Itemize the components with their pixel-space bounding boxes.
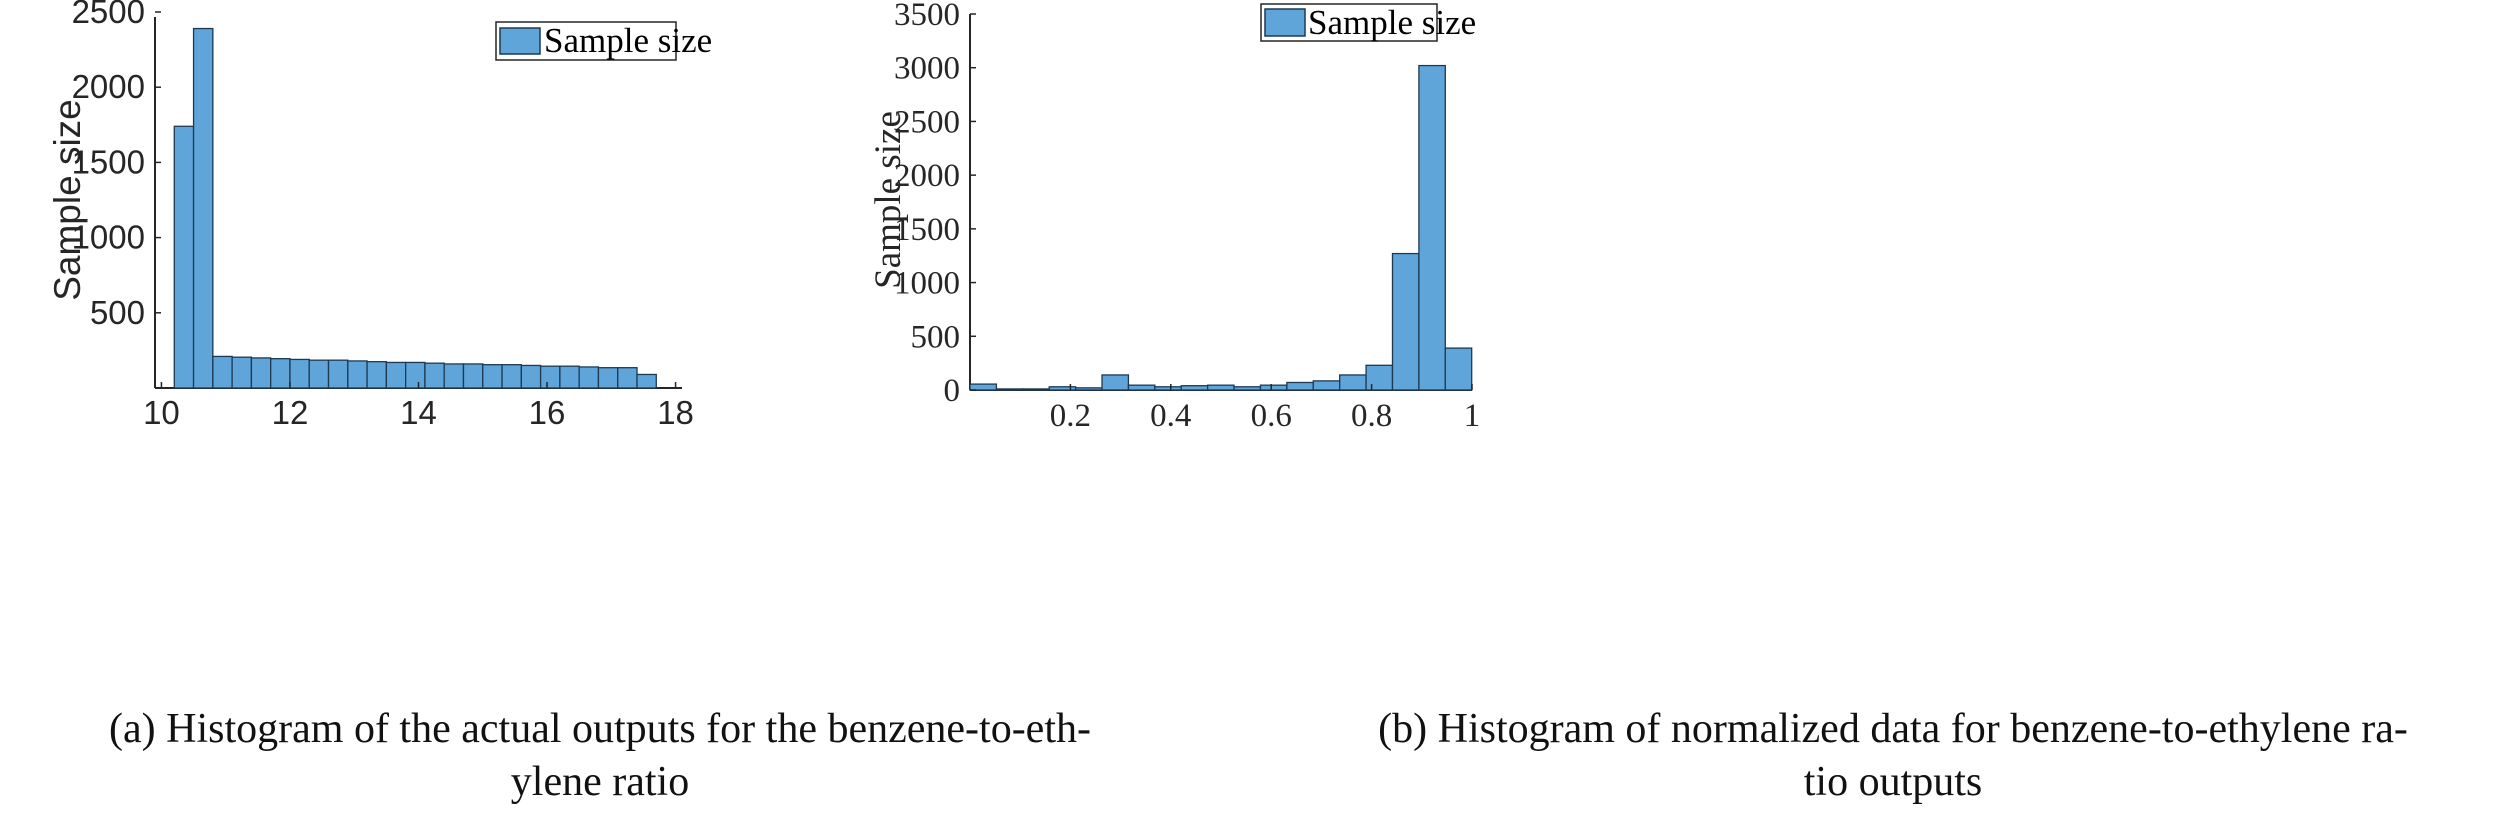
chart-b-bar bbox=[1127, 384, 1156, 391]
chart-a-bar bbox=[289, 358, 310, 389]
chart-a-bar bbox=[231, 356, 253, 389]
chart-a-x-tick-label: 10 bbox=[143, 394, 180, 431]
caption-b-line-2: tio outputs bbox=[1803, 759, 1983, 805]
chart-a-bar bbox=[347, 360, 368, 389]
chart-b-bar bbox=[1259, 384, 1288, 391]
chart-b-x-tick-label: 0.2 bbox=[1050, 398, 1091, 434]
chart-a-x-tick-label: 12 bbox=[272, 394, 309, 431]
chart-b-bar bbox=[1048, 386, 1077, 391]
chart-b-y-ticks: 0 500 1000 1500 2000 2500 3000 3500 bbox=[894, 0, 976, 409]
chart-a-bar bbox=[462, 363, 484, 389]
caption-a-line-1: (a) Histogram of the actual outputs for … bbox=[109, 706, 1091, 752]
chart-a-bar bbox=[385, 361, 407, 389]
chart-b-bar bbox=[1206, 384, 1235, 391]
chart-a-bar bbox=[424, 362, 445, 389]
chart-b-x-tick-label: 1 bbox=[1464, 398, 1481, 434]
chart-b-legend-label: Sample size bbox=[1308, 3, 1476, 42]
chart-a: 10 12 14 16 18 500 1000 1500 2000 2500 Sample si… bbox=[47, 0, 712, 431]
chart-a-legend: Sample size bbox=[495, 21, 712, 61]
chart-a-bar bbox=[617, 367, 638, 389]
chart-b-bar bbox=[1339, 374, 1367, 391]
chart-a-bar bbox=[636, 373, 657, 389]
chart-a-bar bbox=[482, 364, 503, 389]
chart-a-x-tick-label: 14 bbox=[400, 394, 437, 431]
chart-a-y-tick-label: 1000 bbox=[72, 219, 145, 256]
chart-a-bar bbox=[270, 358, 291, 389]
chart-b-bar bbox=[969, 383, 998, 391]
chart-b-y-tick-label: 2000 bbox=[894, 158, 960, 194]
chart-a-bar bbox=[443, 363, 465, 389]
chart-a-y-tick-label: 1500 bbox=[72, 143, 145, 180]
chart-a-y-tick-label: 2500 bbox=[72, 0, 145, 30]
chart-a-bar bbox=[212, 355, 233, 389]
chart-a-y-tick-label: 2000 bbox=[72, 68, 145, 105]
chart-a-x-tick-label: 18 bbox=[657, 394, 694, 431]
chart-a-bar bbox=[501, 364, 522, 389]
chart-b-bar bbox=[1418, 64, 1446, 391]
chart-a-bar bbox=[539, 365, 561, 389]
chart-b-bars bbox=[969, 64, 1473, 391]
chart-b-x-tick-label: 0.8 bbox=[1351, 398, 1392, 434]
chart-a-legend-swatch bbox=[499, 27, 541, 55]
chart-b-bar bbox=[1286, 381, 1314, 391]
chart-a-y-label: Sample size bbox=[47, 99, 88, 301]
chart-b-x-tick-label: 0.4 bbox=[1150, 398, 1191, 434]
chart-a-y-ticks: 500 1000 1500 2000 2500 bbox=[72, 0, 161, 331]
chart-b-bar bbox=[1365, 364, 1394, 391]
caption-a-line-2: ylene ratio bbox=[510, 759, 690, 805]
chart-a-bar bbox=[250, 357, 272, 389]
chart-b-y-tick-label: 1500 bbox=[894, 212, 960, 248]
chart-a-bar bbox=[404, 361, 426, 389]
chart-b-y-tick-label: 1000 bbox=[894, 266, 960, 302]
chart-b-bar bbox=[1312, 380, 1341, 391]
chart-b-x-ticks: 0.2 0.4 0.6 0.8 1 bbox=[1050, 384, 1480, 434]
chart-a-bar bbox=[578, 366, 600, 389]
chart-b-bar bbox=[1101, 374, 1130, 391]
chart-a-x-ticks: 10 12 14 16 18 bbox=[143, 382, 694, 431]
chart-b-bar bbox=[1074, 387, 1103, 391]
chart-a-bar bbox=[559, 365, 580, 389]
chart-a-bar bbox=[192, 27, 214, 389]
chart-b-x-tick-label: 0.6 bbox=[1251, 398, 1292, 434]
caption-b: (b) Histogram of normalized data for ben… bbox=[1270, 703, 2516, 809]
chart-b-bar bbox=[995, 388, 1024, 391]
chart-a-legend-label: Sample size bbox=[544, 21, 712, 60]
caption-a: (a) Histogram of the actual outputs for … bbox=[0, 703, 1200, 809]
chart-b-y-tick-label: 3000 bbox=[894, 51, 960, 87]
chart-a-bar bbox=[366, 361, 388, 389]
chart-b-legend-swatch bbox=[1264, 8, 1306, 37]
chart-b-y-tick-label: 3500 bbox=[894, 0, 960, 33]
chart-b-legend: Sample size bbox=[1260, 3, 1476, 42]
chart-a-bar bbox=[327, 359, 349, 389]
chart-a-bar bbox=[597, 367, 619, 389]
chart-b-bar bbox=[1233, 386, 1262, 391]
chart-b-bar bbox=[1444, 347, 1473, 391]
chart-a-bar bbox=[520, 364, 542, 389]
chart-b-bar bbox=[1180, 385, 1209, 391]
chart-a-bars bbox=[173, 27, 657, 389]
chart-a-y-tick-label: 500 bbox=[90, 294, 145, 331]
chart-b-y-label: Sample size bbox=[868, 111, 909, 289]
chart-b: 0.2 0.4 0.6 0.8 1 0 500 1000 1500 2000 2500 3000 35… bbox=[868, 0, 1480, 434]
caption-b-line-1: (b) Histogram of normalized data for ben… bbox=[1378, 706, 2408, 752]
chart-a-bar bbox=[173, 125, 195, 389]
chart-b-y-tick-label: 500 bbox=[911, 319, 961, 355]
chart-b-bar bbox=[1391, 252, 1420, 391]
chart-a-x-tick-label: 16 bbox=[529, 394, 566, 431]
chart-b-y-tick-label: 2500 bbox=[894, 104, 960, 140]
chart-b-bar bbox=[1022, 388, 1050, 391]
chart-a-bar bbox=[308, 359, 330, 389]
chart-b-y-tick-label: 0 bbox=[944, 373, 961, 409]
chart-b-bar bbox=[1154, 386, 1182, 391]
